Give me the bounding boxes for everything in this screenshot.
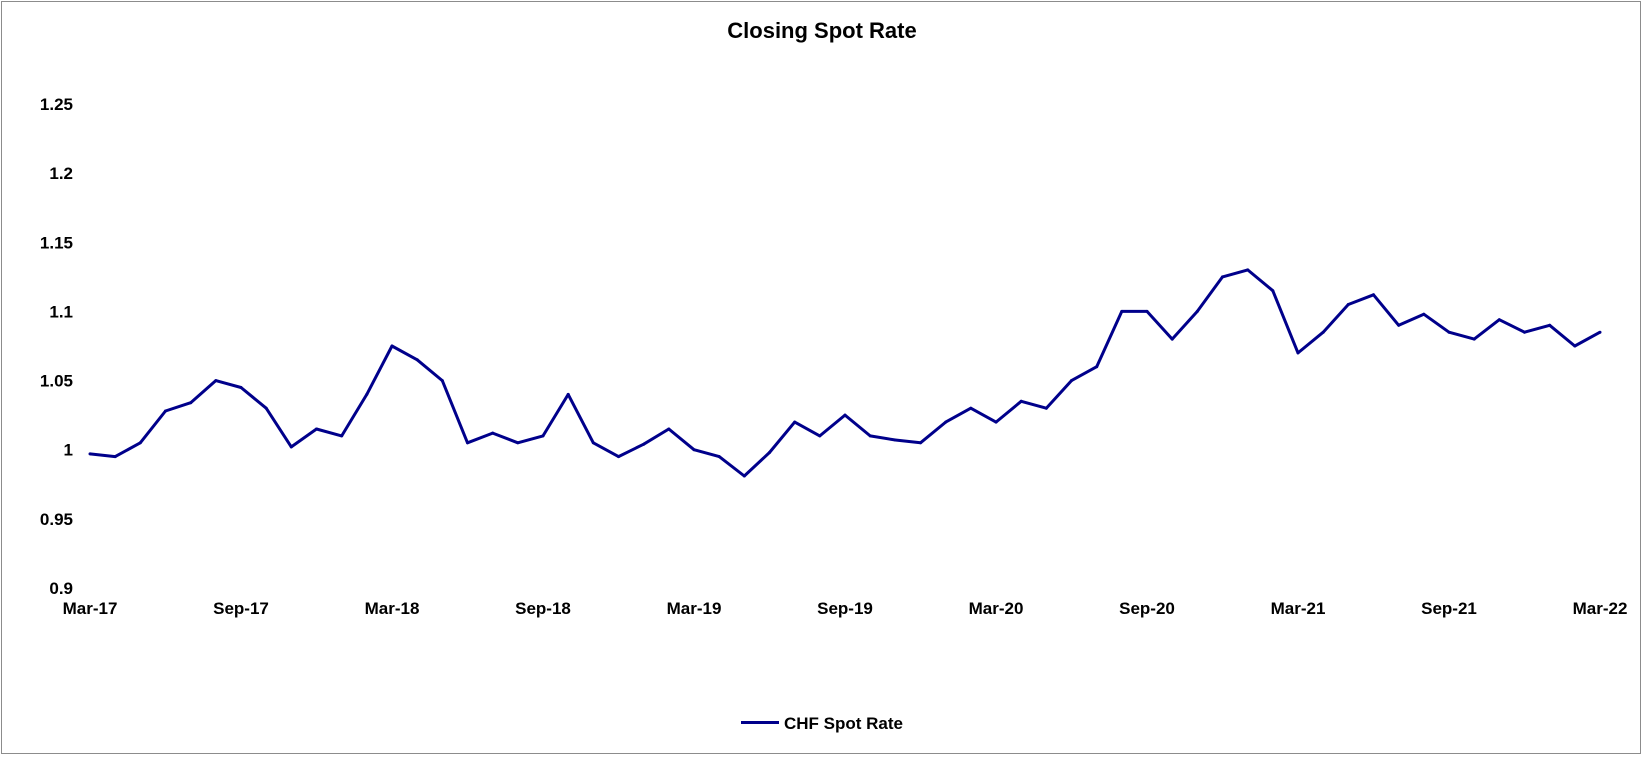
y-tick-label: 0.95 xyxy=(40,510,73,529)
data-point xyxy=(113,455,117,459)
data-point xyxy=(868,434,872,438)
data-point xyxy=(340,434,344,438)
data-point xyxy=(642,442,646,446)
data-point xyxy=(994,420,998,424)
data-point xyxy=(1497,318,1501,322)
data-point xyxy=(1070,379,1073,383)
data-point xyxy=(1044,406,1048,410)
y-tick-label: 1.2 xyxy=(49,164,73,183)
data-point xyxy=(1170,337,1174,341)
data-point xyxy=(491,431,495,435)
x-tick-label: Sep-18 xyxy=(515,599,571,618)
data-point xyxy=(1221,275,1224,279)
x-tick-label: Mar-21 xyxy=(1271,599,1326,618)
legend-label: CHF Spot Rate xyxy=(784,714,903,733)
data-point xyxy=(1548,323,1552,327)
data-point xyxy=(1523,330,1526,334)
x-tick-label: Sep-21 xyxy=(1421,599,1477,618)
y-tick-label: 0.9 xyxy=(49,579,73,598)
data-point xyxy=(1573,344,1577,348)
x-tick-label: Mar-22 xyxy=(1573,599,1628,618)
data-point xyxy=(1120,309,1124,313)
data-point xyxy=(1246,268,1250,272)
data-point xyxy=(365,392,369,396)
data-point xyxy=(591,441,595,445)
series-line xyxy=(89,268,1601,478)
y-tick-label: 1.05 xyxy=(40,372,73,391)
data-point xyxy=(1346,303,1350,306)
data-point xyxy=(189,401,193,405)
data-point xyxy=(466,441,469,445)
y-tick-label: 1.1 xyxy=(49,302,73,321)
data-point xyxy=(88,452,92,456)
data-point xyxy=(1422,312,1426,316)
data-point xyxy=(692,448,696,452)
data-point xyxy=(1397,323,1401,327)
data-point xyxy=(1095,365,1099,369)
data-point xyxy=(1598,330,1602,334)
data-point xyxy=(793,420,797,424)
y-tick-label: 1.25 xyxy=(40,95,73,114)
y-axis-ticks: 0.9 0.95 1 1.05 1.1 1.15 1.2 1.25 xyxy=(40,95,73,598)
x-tick-label: Sep-17 xyxy=(213,599,269,618)
data-point xyxy=(1271,289,1275,293)
legend-swatch xyxy=(741,721,779,725)
data-point xyxy=(516,441,520,445)
x-axis-ticks: Mar-17 Sep-17 Mar-18 Sep-18 Mar-19 Sep-19 Mar-… xyxy=(63,599,1628,618)
data-point xyxy=(1372,293,1375,297)
data-point xyxy=(440,379,444,383)
data-point xyxy=(919,441,922,445)
y-tick-label: 1.15 xyxy=(40,233,73,252)
data-point xyxy=(617,455,620,459)
data-point xyxy=(969,406,973,410)
data-point xyxy=(390,344,394,348)
data-point xyxy=(893,438,897,442)
data-point xyxy=(415,358,419,362)
data-point xyxy=(315,427,318,431)
data-point xyxy=(1019,399,1023,403)
data-point xyxy=(541,434,545,438)
data-point xyxy=(667,427,671,431)
data-point xyxy=(138,441,142,445)
data-point xyxy=(944,420,948,424)
data-point xyxy=(164,409,167,413)
data-point xyxy=(768,451,771,454)
x-tick-label: Mar-18 xyxy=(365,599,420,618)
data-point xyxy=(1447,330,1451,334)
data-point xyxy=(742,474,746,478)
legend: CHF Spot Rate xyxy=(0,714,1644,734)
data-point xyxy=(214,379,218,383)
y-tick-label: 1 xyxy=(64,441,73,460)
data-point xyxy=(289,445,293,449)
data-point xyxy=(1472,337,1476,341)
x-tick-label: Mar-20 xyxy=(969,599,1024,618)
data-point xyxy=(1195,309,1199,313)
data-point xyxy=(818,434,822,438)
data-point xyxy=(1296,351,1300,355)
chart-title: Closing Spot Rate xyxy=(727,18,917,43)
data-point xyxy=(1145,309,1149,313)
x-tick-label: Mar-17 xyxy=(63,599,118,618)
data-point xyxy=(566,392,570,396)
x-tick-label: Sep-19 xyxy=(817,599,873,618)
data-point xyxy=(1321,330,1325,334)
x-tick-label: Mar-19 xyxy=(667,599,722,618)
data-point xyxy=(264,406,268,410)
data-point xyxy=(843,413,847,417)
series-layer xyxy=(88,268,1602,478)
data-point xyxy=(717,455,721,459)
data-point xyxy=(239,386,243,389)
x-tick-label: Sep-20 xyxy=(1119,599,1175,618)
